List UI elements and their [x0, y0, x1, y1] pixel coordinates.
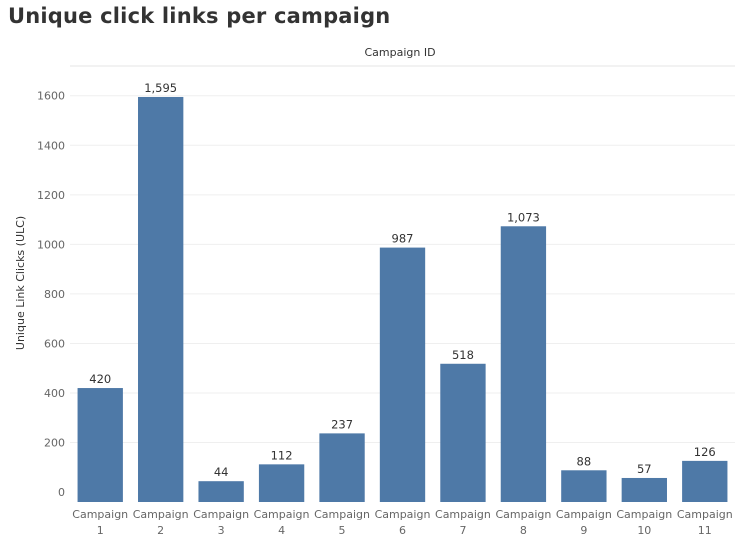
y-tick-label: 200	[44, 437, 65, 450]
y-axis-ticks: 0 200 400 600 800 1000 1200 1400 1600	[37, 90, 65, 499]
bar	[258, 464, 305, 502]
bar	[198, 481, 244, 502]
x-tick-label: Campaign	[677, 508, 733, 521]
bar-value-label: 57	[637, 462, 652, 476]
y-tick-label: 600	[44, 337, 65, 350]
x-tick-label: Campaign	[133, 508, 189, 521]
bar	[379, 247, 426, 502]
x-tick-label-number: 10	[637, 524, 651, 537]
y-tick-label: 800	[44, 288, 65, 301]
bar-value-label: 237	[331, 417, 353, 431]
y-tick-label: 400	[44, 387, 65, 400]
bar-value-label: 1,073	[507, 210, 540, 224]
y-tick-label: 1200	[37, 189, 65, 202]
x-tick-label-number: 2	[157, 524, 164, 537]
bar	[440, 363, 486, 502]
bar-value-label: 987	[392, 232, 414, 246]
y-tick-label: 0	[58, 486, 65, 499]
x-tick-label-number: 5	[339, 524, 346, 537]
x-tick-label-number: 3	[218, 524, 225, 537]
x-tick-label: Campaign	[375, 508, 431, 521]
y-tick-label: 1000	[37, 238, 65, 251]
column-header-label: Campaign ID	[364, 46, 435, 59]
bar-value-label: 1,595	[144, 81, 177, 95]
bar	[561, 470, 607, 502]
bar-value-label: 518	[452, 348, 474, 362]
x-tick-label: Campaign	[193, 508, 249, 521]
bar-value-label: 88	[577, 454, 592, 468]
x-tick-label: Campaign	[72, 508, 128, 521]
y-axis-label: Unique Link Clicks (ULC)	[14, 216, 27, 350]
bar	[682, 460, 728, 502]
x-tick-label-number: 4	[278, 524, 285, 537]
x-tick-label-number: 6	[399, 524, 406, 537]
x-tick-label-number: 7	[459, 524, 466, 537]
bar	[500, 226, 547, 502]
bar	[138, 96, 184, 502]
chart-title: Unique click links per campaign	[8, 4, 391, 28]
x-tick-label: Campaign	[435, 508, 491, 521]
x-tick-label: Campaign	[314, 508, 370, 521]
y-tick-label: 1600	[37, 90, 65, 103]
bar	[319, 433, 365, 502]
bar-value-label: 112	[271, 448, 293, 462]
value-labels: 420 1,595 44 112 237 987 518 1,073 88 57 126	[89, 81, 715, 479]
x-tick-label: Campaign	[556, 508, 612, 521]
x-tick-label: Campaign	[616, 508, 672, 521]
x-tick-label-number: 9	[580, 524, 587, 537]
bar	[621, 477, 667, 502]
bar	[77, 388, 123, 502]
x-tick-label-number: 8	[520, 524, 527, 537]
x-tick-label-number: 11	[698, 524, 712, 537]
x-tick-label: Campaign	[495, 508, 551, 521]
bars	[77, 96, 728, 502]
bar-value-label: 44	[214, 465, 229, 479]
y-tick-label: 1400	[37, 139, 65, 152]
bar-value-label: 420	[89, 372, 111, 386]
bar-value-label: 126	[694, 445, 716, 459]
x-axis-ticks: Campaign 1 Campaign 2 Campaign 3 Campaign 4 Camp…	[72, 508, 732, 537]
x-tick-label-number: 1	[97, 524, 104, 537]
x-tick-label: Campaign	[254, 508, 310, 521]
